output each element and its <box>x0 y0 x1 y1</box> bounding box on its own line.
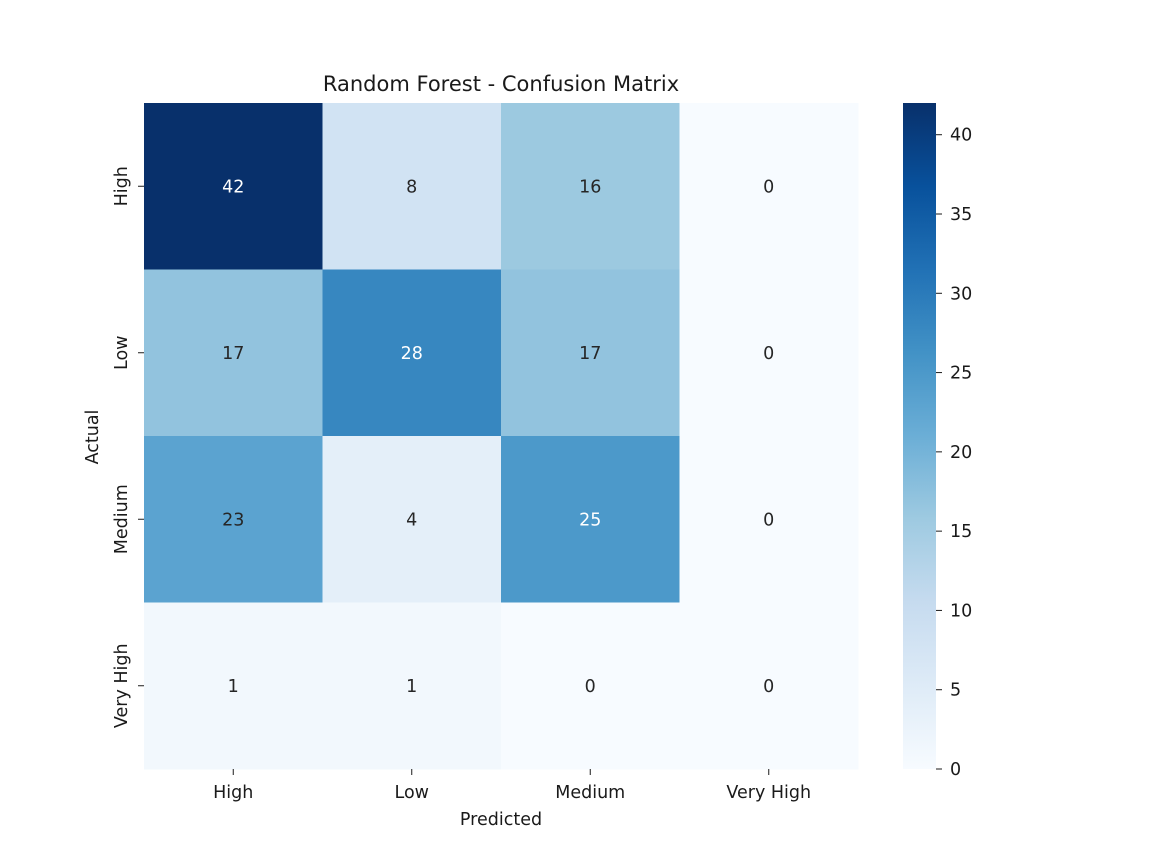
heatmap-cell <box>679 269 859 437</box>
cell-value-label: 42 <box>222 177 244 197</box>
colorbar-tick-label: 15 <box>950 522 972 542</box>
cell-value-label: 17 <box>579 344 601 364</box>
x-axis-ticks: High Low Medium Very High <box>213 769 811 803</box>
colorbar-tick-label: 25 <box>950 364 972 384</box>
colorbar-tick-label: 35 <box>950 205 972 225</box>
heatmap-cell <box>501 436 680 603</box>
y-axis-title: Actual <box>83 410 103 465</box>
y-axis-ticks: High Low Medium Very High <box>112 166 144 728</box>
x-tick-label: High <box>213 783 253 803</box>
cell-value-label: 0 <box>763 344 774 364</box>
heatmap-cell <box>501 269 680 437</box>
colorbar-gradient <box>903 103 936 769</box>
heatmap-cell <box>501 602 680 770</box>
cell-value-label: 25 <box>579 510 601 530</box>
cell-value-label: 8 <box>406 177 417 197</box>
heatmap-cell <box>679 602 859 770</box>
x-axis-title: Predicted <box>460 810 542 830</box>
colorbar-tick-label: 10 <box>950 601 972 621</box>
cell-value-label: 28 <box>401 344 423 364</box>
heatmap-cell <box>144 602 323 770</box>
colorbar: 0 5 10 15 20 25 30 35 40 <box>903 103 972 780</box>
cell-value-label: 16 <box>579 177 601 197</box>
heatmap-cell <box>144 103 323 270</box>
cell-value-label: 0 <box>763 177 774 197</box>
heatmap-cell <box>322 602 502 770</box>
cell-value-label: 17 <box>222 344 244 364</box>
y-tick-label: Medium <box>112 484 132 554</box>
heatmap-cell <box>144 436 323 603</box>
heatmap-cells: 42 8 16 0 17 28 17 0 23 4 25 0 1 1 0 0 <box>144 103 859 770</box>
cell-value-label: 4 <box>406 510 417 530</box>
y-tick-label: Low <box>112 336 132 370</box>
cell-value-label: 0 <box>763 510 774 530</box>
cell-value-label: 1 <box>228 677 239 697</box>
cell-value-label: 0 <box>763 677 774 697</box>
heatmap-cell <box>679 103 859 270</box>
y-tick-label: Very High <box>112 643 132 728</box>
cell-value-label: 23 <box>222 510 244 530</box>
cell-value-label: 0 <box>585 677 596 697</box>
colorbar-tick-label: 30 <box>950 284 972 304</box>
x-tick-label: Very High <box>726 783 811 803</box>
x-tick-label: Medium <box>555 783 625 803</box>
heatmap-cell <box>679 436 859 603</box>
colorbar-tick-label: 40 <box>950 126 972 146</box>
colorbar-tick-label: 0 <box>950 760 961 780</box>
chart-title: Random Forest - Confusion Matrix <box>323 72 679 96</box>
heatmap-cell <box>322 436 502 603</box>
y-tick-label: High <box>112 166 132 206</box>
heatmap-cell <box>501 103 680 270</box>
heatmap-cell <box>322 103 502 270</box>
cell-value-label: 1 <box>406 677 417 697</box>
heatmap-cell <box>144 269 323 437</box>
colorbar-tick-label: 5 <box>950 681 961 701</box>
colorbar-tick-label: 20 <box>950 443 972 463</box>
heatmap-cell <box>322 269 502 437</box>
x-tick-label: Low <box>395 783 429 803</box>
